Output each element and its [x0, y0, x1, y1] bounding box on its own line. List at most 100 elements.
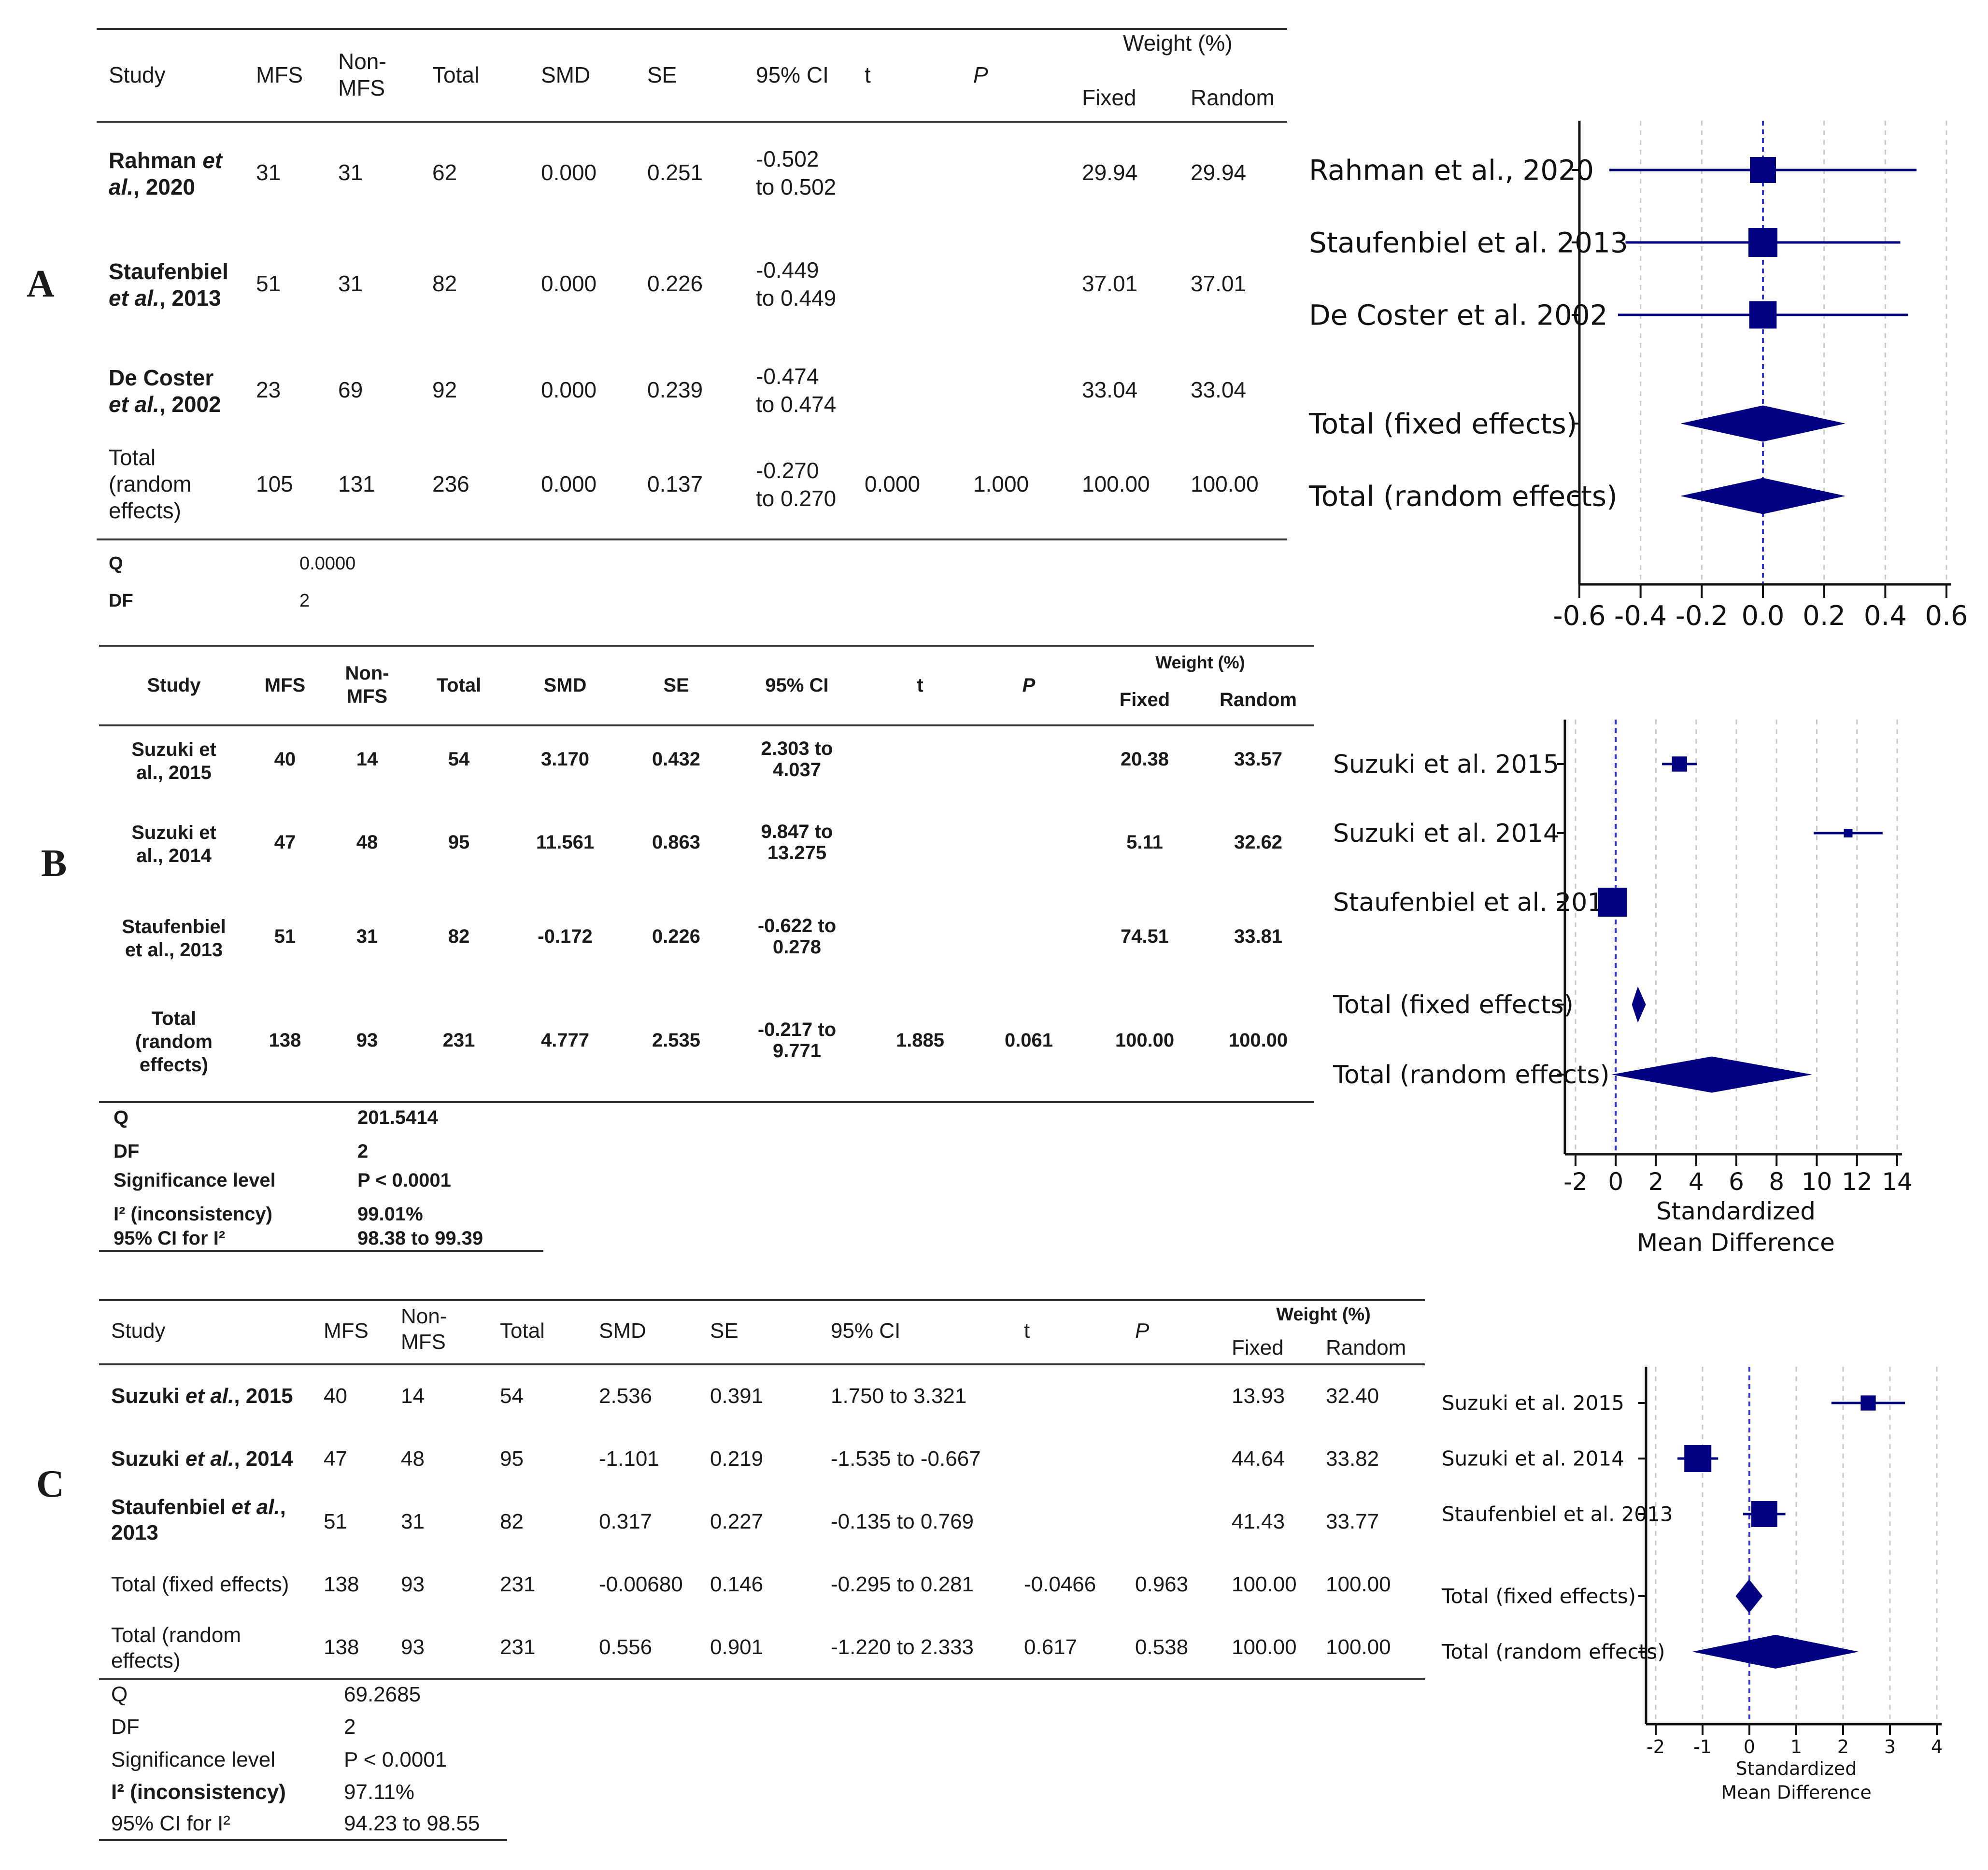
effect-square	[1750, 157, 1776, 183]
x-tick-label: 12	[1842, 1168, 1873, 1196]
study-label: Suzuki et al., 2014	[131, 822, 216, 866]
effect-square	[1684, 1445, 1712, 1472]
study-axis-label: Suzuki et al. 2015	[1442, 1391, 1624, 1415]
cell-smd: 0.556	[599, 1635, 653, 1659]
cell-fixed: 100.00	[1082, 471, 1150, 496]
x-axis-label-line: Mean Difference	[1721, 1782, 1872, 1803]
study-label-part: Staufenbiel	[111, 1495, 232, 1519]
col-header-random: Random	[1220, 689, 1297, 710]
x-tick-label: -0.4	[1614, 600, 1667, 632]
col-header-mfs: MFS	[264, 675, 306, 696]
cell-p: 0.963	[1135, 1572, 1189, 1596]
study-label: Total (random effects)	[109, 445, 192, 524]
cell-se: 0.146	[710, 1572, 764, 1596]
cell-mfs: 40	[274, 749, 296, 770]
forest-plot-c: -2 -1 0 1 2 3 4 Suzuki et al. 2015 Suzuki et al.…	[1441, 1367, 1943, 1803]
cell-mfs: 105	[256, 471, 293, 496]
study-label: Staufenbiel et al., 2013	[111, 1495, 286, 1546]
summary-diamond	[1680, 405, 1846, 442]
table-c-bottom-rule	[99, 1678, 1425, 1680]
cell-total: 231	[442, 1030, 475, 1051]
weight-header: Weight (%)	[1276, 1304, 1371, 1325]
weight-header: Weight (%)	[1155, 652, 1245, 672]
cell-t: -0.0466	[1024, 1572, 1096, 1596]
cell-nonmfs: 48	[401, 1447, 425, 1471]
cell-mfs: 40	[324, 1384, 347, 1408]
cell-nonmfs: 69	[338, 377, 363, 402]
summary-diamond	[1611, 1056, 1812, 1093]
cell-t: 0.617	[1024, 1635, 1078, 1659]
col-header-study: Study	[111, 1319, 166, 1343]
col-header-se: SE	[710, 1319, 738, 1343]
col-header-random: Random	[1191, 85, 1275, 110]
cell-nonmfs: 14	[356, 749, 378, 770]
cell-fixed: 44.64	[1232, 1447, 1285, 1471]
cell-total: 95	[500, 1447, 524, 1471]
stat-value: 69.2685	[344, 1683, 421, 1706]
cell-total: 82	[448, 926, 470, 947]
col-header-mfs: MFS	[256, 62, 303, 87]
study-label-part: , 2014	[234, 1447, 293, 1471]
col-header-fixed: Fixed	[1082, 85, 1136, 110]
x-tick-label: 4	[1931, 1736, 1943, 1757]
table-a-top-rule	[97, 28, 1287, 30]
cell-p: 0.538	[1135, 1635, 1189, 1659]
study-axis-label: Total (fixed effects)	[1333, 991, 1574, 1020]
cell-se: 0.251	[647, 160, 703, 185]
col-header-total: Total	[432, 62, 480, 87]
stat-label: 95% CI for I²	[114, 1228, 226, 1249]
col-header-total: Total	[436, 675, 482, 696]
cell-fixed: 5.11	[1126, 832, 1163, 853]
cell-total: 95	[448, 832, 470, 853]
stat-value: 201.5414	[357, 1107, 438, 1128]
cell-nonmfs: 131	[338, 471, 375, 496]
cell-ci-low: -0.502	[756, 146, 819, 171]
cell-ci-low: 9.847 to	[761, 821, 833, 842]
effect-square	[1860, 1395, 1876, 1411]
table-c-header-rule	[99, 1363, 1425, 1365]
cell-t: 0.000	[865, 471, 921, 496]
cell-nonmfs: 31	[356, 926, 378, 947]
col-header-ci: 95% CI	[765, 675, 829, 696]
cell-p: 0.061	[1004, 1030, 1053, 1051]
x-axis-label: Standardized Mean Difference	[1721, 1758, 1872, 1803]
cell-se: 0.391	[710, 1384, 764, 1408]
cell-random: 32.62	[1234, 832, 1283, 853]
study-label-part: al.	[109, 174, 134, 200]
x-tick-label: 0.6	[1925, 600, 1968, 632]
col-header-smd: SMD	[541, 62, 591, 87]
study-label: Suzuki et al., 2014	[111, 1446, 293, 1472]
x-tick-label: 0.0	[1741, 600, 1784, 632]
cell-fixed: 13.93	[1232, 1384, 1285, 1408]
cell-ci: 1.750 to 3.321	[831, 1384, 967, 1408]
study-label: De Coster et al., 2002	[109, 365, 221, 418]
study-label: Suzuki et al., 2015	[131, 739, 216, 783]
stat-label: Q	[114, 1107, 129, 1128]
col-header-nonmfs: Non- MFS	[345, 663, 389, 707]
effect-square	[1751, 1501, 1777, 1527]
study-axis-label: Suzuki et al. 2014	[1442, 1447, 1624, 1471]
cell-ci-low: -0.217 to	[757, 1019, 837, 1040]
cell-ci-low: 2.303 to	[761, 738, 833, 759]
cell-fixed: 100.00	[1232, 1572, 1297, 1596]
study-axis-label: Suzuki et al. 2015	[1333, 750, 1559, 779]
cell-se: 0.226	[647, 271, 703, 296]
table-b-stats-rule	[99, 1250, 543, 1252]
x-tick-label: 0.2	[1803, 600, 1846, 632]
col-header-smd: SMD	[543, 675, 587, 696]
study-label-part: , 2015	[234, 1384, 293, 1408]
study-label: Total (random effects)	[111, 1623, 241, 1672]
cell-smd: 3.170	[540, 749, 590, 770]
cell-fixed: 100.00	[1115, 1030, 1175, 1051]
cell-p: 1.000	[973, 471, 1029, 496]
stat-value: 2	[344, 1715, 356, 1739]
cell-ci-high: 0.278	[772, 936, 822, 958]
col-header-p: P	[1135, 1319, 1150, 1343]
cell-mfs: 138	[324, 1572, 359, 1596]
summary-diamond	[1680, 478, 1846, 514]
cell-fixed: 20.38	[1120, 749, 1169, 770]
study-label-part: , 2013	[159, 285, 221, 311]
x-tick-label: -2	[1647, 1736, 1665, 1757]
effect-square	[1672, 756, 1687, 772]
